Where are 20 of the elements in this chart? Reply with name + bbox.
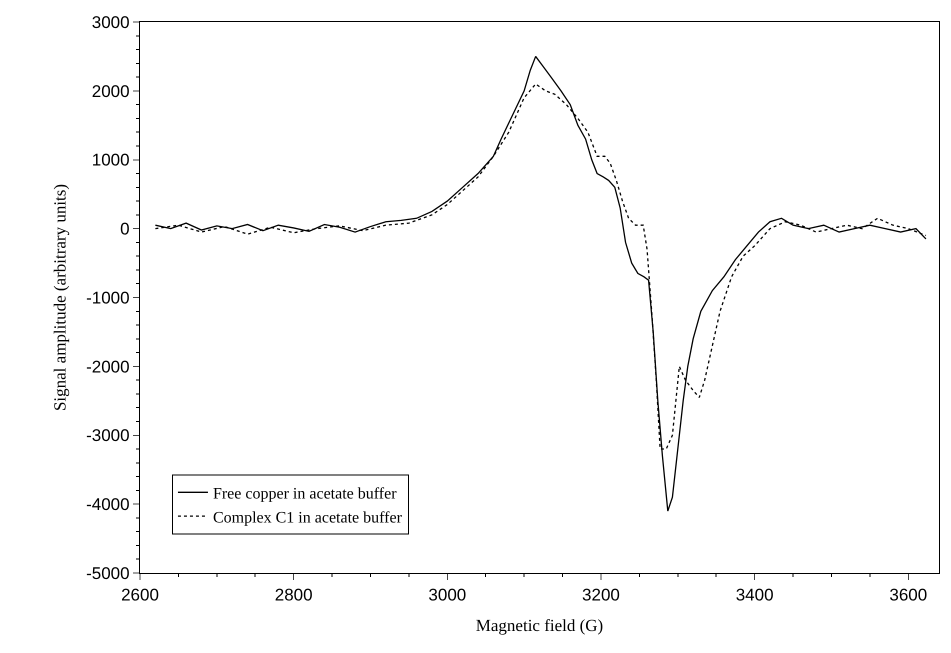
y-tick-label: 3000 <box>92 12 130 32</box>
y-tick-label: 2000 <box>92 82 130 101</box>
y-tick-label: 1000 <box>92 150 130 170</box>
x-tick-label: 3200 <box>582 585 620 604</box>
y-tick-label: -4000 <box>86 495 130 514</box>
y-tick-label: -2000 <box>86 357 130 376</box>
y-axis-title: Signal amplitude (arbitrary units) <box>50 184 70 412</box>
y-tick-label: -5000 <box>86 564 130 583</box>
x-tick-label: 2600 <box>121 585 159 604</box>
x-tick-label: 3400 <box>736 585 774 604</box>
legend-label: Complex C1 in acetate buffer <box>212 509 403 526</box>
x-tick-label: 3000 <box>428 585 466 604</box>
legend-label: Free copper in acetate buffer <box>212 486 398 503</box>
line-series <box>154 56 927 512</box>
x-axis-title: Magnetic field (G) <box>476 616 604 635</box>
y-tick-label: -3000 <box>86 426 130 446</box>
x-tick-label: 2800 <box>274 585 313 604</box>
y-tick-label: -1000 <box>86 288 130 308</box>
x-tick-label: 3600 <box>889 585 928 604</box>
y-tick-label: 0 <box>120 220 130 239</box>
